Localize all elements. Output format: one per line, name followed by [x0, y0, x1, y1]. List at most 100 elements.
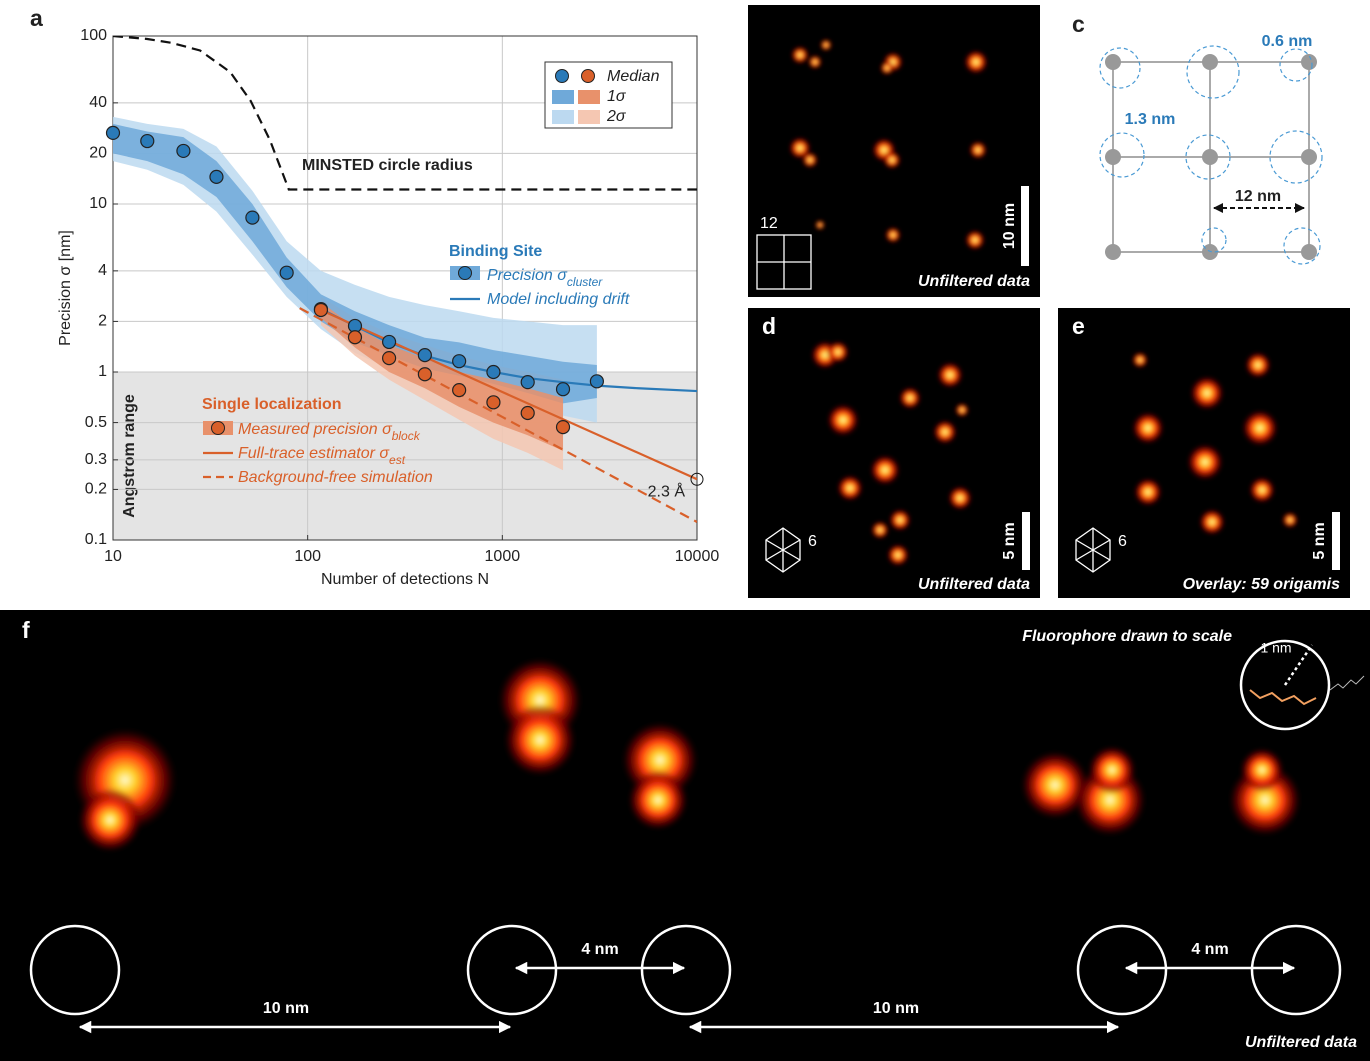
blob: [808, 55, 822, 69]
panel-f-image: [0, 610, 1370, 1061]
blob: [887, 544, 909, 566]
panel-f-overlay: [29, 639, 1365, 1034]
scale-bar-label: 10 nm: [1001, 203, 1018, 249]
series-name: MINSTED circle radius: [302, 157, 473, 174]
caption: Unfiltered data: [918, 273, 1030, 290]
data-point: [140, 133, 155, 149]
data-point: [452, 383, 467, 398]
chart-a: Angstrom range 0.1 0.2 0.3 0.5 1 2 4 10 20 40 100 10…: [57, 27, 719, 588]
legend-marker: [581, 69, 595, 83]
band: [113, 123, 597, 404]
key-point: [211, 421, 225, 435]
blob: [802, 152, 818, 168]
panel-label: f: [22, 617, 30, 643]
group-title: Binding Site: [449, 243, 542, 260]
blob: [1190, 376, 1224, 410]
blob: [791, 46, 809, 64]
y-tick-label: 0.3: [85, 451, 107, 468]
series-name: Background-free simulation: [238, 469, 433, 486]
data-point: [313, 302, 329, 318]
blob: [933, 420, 957, 444]
blob: [1282, 512, 1298, 528]
data-point: [555, 382, 571, 397]
series-name-text: Precision σ: [487, 267, 568, 284]
annotation: 12 nm: [1235, 188, 1281, 205]
legend-label: Median: [607, 68, 660, 85]
x-tick-label: 10000: [675, 548, 720, 565]
data-point: [417, 367, 432, 382]
labelled-point: [690, 472, 704, 486]
panel-label: b: [762, 11, 776, 37]
blob: [883, 151, 901, 169]
blob: [948, 486, 972, 510]
caption: Unfiltered data: [1245, 1034, 1357, 1051]
y-tick-label: 4: [98, 262, 107, 279]
y-tick-label: 10: [89, 195, 107, 212]
blob: [1249, 477, 1275, 503]
panel-label: c: [1072, 11, 1085, 37]
x-tick-label: 1000: [485, 548, 521, 565]
caption: Overlay: 59 origamis: [1183, 576, 1341, 593]
value-label: 2.3 Å: [648, 481, 686, 500]
lattice-label: 6: [1118, 533, 1127, 550]
fluorescence: [73, 39, 1301, 852]
band: [320, 302, 564, 451]
blob: [1088, 746, 1136, 794]
blob: [628, 770, 688, 830]
group-title: Single localization: [202, 396, 342, 413]
y-axis-label: Precision σ [nm]: [57, 230, 74, 346]
y-tick-label: 1: [98, 363, 107, 380]
panel-labels: a b c d e f: [22, 5, 1085, 643]
panel-c-schematic: [1099, 45, 1323, 265]
blob: [1245, 352, 1271, 378]
key-point: [458, 266, 472, 280]
blob: [1132, 352, 1148, 368]
series-name: Full-trace estimator σest: [238, 445, 406, 467]
annotation: 1.3 nm: [1125, 111, 1176, 128]
series-name: Model including drift: [487, 291, 630, 308]
blob: [880, 61, 894, 75]
legend-swatch: [578, 110, 600, 124]
y-tick-label: 0.1: [85, 531, 107, 548]
blob: [889, 509, 911, 531]
blob: [885, 227, 901, 243]
series-name: Precision σcluster: [487, 267, 603, 289]
legend-label: 2σ: [606, 108, 627, 125]
blob: [78, 788, 142, 852]
series-name-text: Measured precision σ: [238, 421, 393, 438]
scale-bars: [1021, 186, 1340, 570]
blob: [1021, 751, 1089, 819]
angstrom-range: [113, 372, 697, 540]
blob: [815, 220, 825, 230]
data-point: [589, 374, 604, 389]
y-tick-label: 0.2: [85, 481, 107, 498]
blob: [837, 475, 863, 501]
panel-label: d: [762, 313, 776, 339]
blob: [870, 455, 900, 485]
y-tick-label: 2: [98, 313, 107, 330]
blob: [504, 704, 576, 776]
series-line: [299, 307, 697, 523]
region-label: Angstrom range: [121, 394, 138, 518]
spacing-label: 4 nm: [581, 941, 618, 958]
blob: [899, 387, 921, 409]
blob: [1187, 444, 1223, 480]
legend-swatch: [552, 110, 574, 124]
y-tick-label: 40: [89, 94, 107, 111]
data-point: [209, 169, 224, 184]
legend-label: 1σ: [607, 88, 627, 105]
data-point: [417, 348, 432, 363]
y-tick-label: 0.5: [85, 414, 107, 431]
data-point: [486, 364, 501, 380]
scale-bar-label: 5 nm: [1001, 522, 1018, 559]
spacing-label: 4 nm: [1191, 941, 1228, 958]
data-point: [486, 395, 501, 410]
blob: [1134, 478, 1162, 506]
lattice-label: 6: [808, 533, 817, 550]
series-name-text: Full-trace estimator σ: [238, 445, 390, 462]
legend-swatch: [578, 90, 600, 104]
y-tick-label: 100: [80, 27, 107, 44]
panel-label: a: [30, 5, 43, 31]
series-line: [320, 308, 697, 481]
